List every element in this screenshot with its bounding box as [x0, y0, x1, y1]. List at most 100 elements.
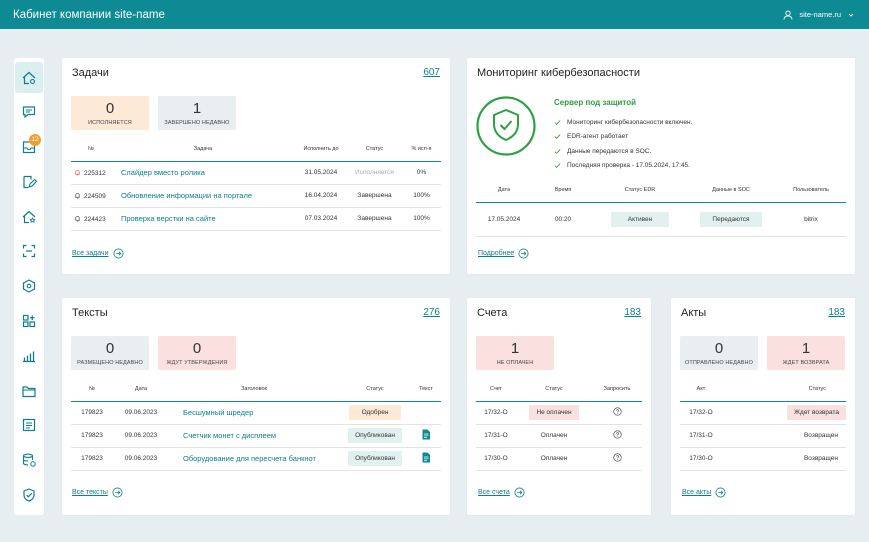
house-gear-icon [22, 210, 36, 223]
task-link[interactable]: Слайдер вместо ролика [111, 161, 295, 185]
text-link[interactable]: Бесшумный шредер [169, 401, 339, 425]
act-status: Ждет возврата [787, 405, 846, 420]
col-status: Статус [339, 378, 411, 402]
edr-date: 17.05.2024 [476, 202, 532, 237]
task-status: Завершена [347, 207, 402, 231]
table-row[interactable]: 224423 Проверка верстки на сайте 07.03.2… [71, 207, 441, 231]
table-header: Дата Время Статус EDR Данные в SOC Польз… [476, 179, 846, 203]
tasks-table: № Задача Исполнить до Статус % исп-я 225… [71, 138, 441, 231]
bills-table: Счет Статус Запросить 17/32-О Не оплачен… [476, 378, 642, 471]
stat-number: 0 [105, 99, 115, 117]
question-circle-icon[interactable] [612, 453, 622, 462]
bills-count-link[interactable]: 183 [624, 307, 641, 318]
stat-sent-recently[interactable]: 0 отправлено недавно [680, 336, 758, 370]
bill-id: 17/31-О [476, 424, 516, 448]
task-link[interactable]: Обновление информации на портале [111, 184, 295, 208]
all-tasks-link[interactable]: Все задачи [72, 248, 124, 259]
grid-add-icon [22, 314, 36, 328]
task-id-cell: 225312 [71, 161, 111, 185]
col-request: Запросить [592, 378, 642, 402]
stat-label: завершено недавно [164, 119, 230, 126]
stat-posted-recently[interactable]: 0 размещено недавно [71, 336, 149, 370]
sidebar-item-hexagon[interactable] [15, 271, 43, 302]
all-acts-link[interactable]: Все акты [682, 487, 726, 498]
col-time: Время [532, 179, 594, 203]
sidebar-item-shield[interactable] [15, 480, 43, 511]
stat-label: отправлено недавно [685, 359, 753, 366]
texts-count-link[interactable]: 276 [423, 307, 440, 318]
table-row[interactable]: 179823 09.06.2023 Бесшумный шредер Одобр… [71, 401, 441, 425]
text-id: 179823 [71, 424, 113, 448]
all-bills-link[interactable]: Все счета [478, 487, 525, 498]
list-icon [22, 419, 36, 432]
stat-unpaid[interactable]: 1 не оплачен [476, 336, 554, 370]
task-link[interactable]: Проверка верстки на сайте [111, 207, 295, 231]
sidebar-item-mail[interactable]: 12 [15, 132, 43, 163]
text-status: Одобрен [348, 405, 402, 420]
document-icon[interactable] [421, 429, 431, 440]
text-id: 179823 [71, 401, 113, 425]
home-settings-icon [22, 71, 36, 84]
check-icon [554, 149, 561, 154]
sidebar-item-edit[interactable] [15, 166, 43, 197]
document-icon[interactable] [421, 452, 431, 463]
sidebar-item-scan[interactable] [15, 236, 43, 267]
arrow-right-circle-icon [112, 487, 123, 498]
sidebar-item-list[interactable] [15, 410, 43, 441]
bill-request-cell [592, 424, 642, 448]
sidebar-item-chart[interactable] [15, 340, 43, 371]
table-row: 17/32-О Ждет возврата [680, 401, 846, 425]
database-icon [22, 453, 36, 467]
bar-chart-icon [23, 351, 35, 363]
table-row[interactable]: 225312 Слайдер вместо ролика 31.05.2024 … [71, 161, 441, 185]
security-details-link[interactable]: Подробнее [478, 248, 529, 259]
bill-id: 17/30-О [476, 447, 516, 471]
text-link[interactable]: Оборудование для пересчета банкнот [169, 447, 339, 471]
sidebar-item-database[interactable] [15, 445, 43, 476]
question-circle-icon[interactable] [612, 430, 622, 439]
task-status: Исполняется [347, 161, 402, 185]
bill-request-cell [592, 401, 642, 425]
task-id: 225312 [84, 169, 106, 177]
task-id: 224509 [84, 192, 106, 200]
act-status-cell: Ждет возврата [722, 401, 846, 425]
table-row[interactable]: 179823 09.06.2023 Счетчик монет с диспле… [71, 424, 441, 448]
table-row[interactable]: 224509 Обновление информации на портале … [71, 184, 441, 208]
sidebar-item-home[interactable] [15, 62, 43, 93]
soc-status-cell: Передаются [686, 202, 776, 237]
stat-number: 0 [714, 339, 724, 357]
check-icon [554, 163, 561, 169]
tasks-count-link[interactable]: 607 [423, 67, 440, 78]
sidebar-item-grid[interactable] [15, 306, 43, 337]
col-status: Статус [347, 138, 402, 162]
stat-label: исполняется [88, 119, 132, 126]
acts-count-link[interactable]: 183 [828, 307, 845, 318]
arrow-right-circle-icon [715, 487, 726, 498]
all-bills-label: Все счета [478, 489, 510, 496]
stat-in-progress[interactable]: 0 исполняется [71, 96, 149, 130]
details-label: Подробнее [478, 250, 515, 257]
stat-completed-recently[interactable]: 1 завершено недавно [158, 96, 236, 130]
stat-awaiting-return[interactable]: 1 ждет возврата [767, 336, 845, 370]
col-due: Исполнить до [295, 138, 347, 162]
user-menu[interactable]: site-name.ru [783, 10, 855, 20]
list-item: EDR-агент работает [554, 130, 692, 145]
bell-icon [75, 169, 80, 175]
tasks-title: Задачи [72, 67, 109, 79]
bill-status: Не оплачен [529, 405, 579, 420]
all-texts-link[interactable]: Все тексты [72, 487, 123, 498]
stat-label: ждет возврата [782, 359, 830, 366]
stat-awaiting-approval[interactable]: 0 ждут утверждения [158, 336, 236, 370]
acts-card: Акты 183 0 отправлено недавно 1 ждет воз… [671, 298, 855, 515]
list-item: Мониторинг кибербезопасности включен. [554, 115, 692, 130]
question-circle-icon[interactable] [612, 407, 622, 416]
table-row[interactable]: 179823 09.06.2023 Оборудование для перес… [71, 447, 441, 471]
sidebar-item-folder[interactable] [15, 375, 43, 406]
page-title: Кабинет компании site-name [13, 8, 165, 21]
stat-label: размещено недавно [77, 359, 143, 366]
col-edr: Статус EDR [594, 179, 686, 203]
task-percent: 100% [402, 184, 441, 208]
sidebar-item-house[interactable] [15, 201, 43, 232]
sidebar-item-chat[interactable] [15, 97, 43, 128]
text-link[interactable]: Счетчик монет с дисплеем [169, 424, 339, 448]
